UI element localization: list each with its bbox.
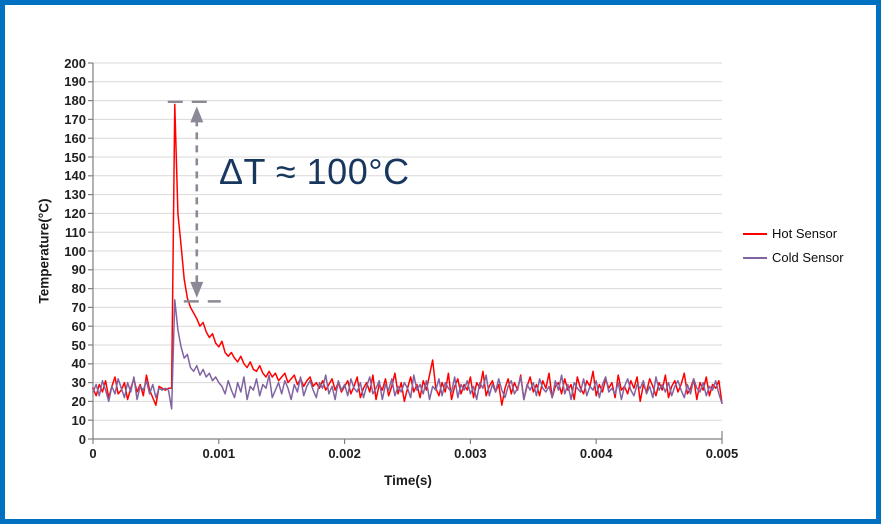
y-tick-label: 80 (71, 281, 86, 297)
x-tick-label: 0.001 (202, 446, 236, 461)
legend-label-cold-sensor: Cold Sensor (772, 250, 844, 265)
legend-item-hot-sensor: Hot Sensor (743, 222, 844, 246)
y-tick-label: 100 (64, 243, 86, 259)
temperature-chart: Temperature(°C) Time(s) ΔT ≈ 100°C Hot S… (5, 5, 881, 529)
y-tick-label: 180 (64, 93, 86, 109)
x-tick-label: 0.004 (579, 446, 613, 461)
y-tick-label: 50 (71, 337, 86, 353)
y-tick-label: 130 (64, 187, 86, 203)
y-tick-label: 200 (64, 55, 86, 71)
y-tick-label: 160 (64, 130, 86, 146)
plot-area (88, 62, 723, 444)
x-tick-label: 0 (89, 446, 97, 461)
legend: Hot Sensor Cold Sensor (743, 222, 844, 270)
x-tick-label: 0.005 (705, 446, 739, 461)
x-axis-title: Time(s) (384, 473, 432, 488)
x-tick-label: 0.003 (454, 446, 487, 461)
y-tick-label: 120 (64, 205, 86, 221)
y-tick-label: 60 (71, 318, 86, 334)
y-tick-label: 70 (71, 299, 86, 315)
hot-sensor-line-swatch (743, 232, 767, 236)
y-tick-label: 90 (71, 262, 86, 278)
x-tick-label: 0.002 (328, 446, 361, 461)
y-tick-label: 20 (71, 393, 86, 409)
y-tick-label: 0 (78, 431, 86, 447)
legend-item-cold-sensor: Cold Sensor (743, 246, 844, 270)
y-tick-label: 150 (64, 149, 86, 165)
y-tick-label: 170 (64, 111, 86, 127)
delta-t-annotation: ΔT ≈ 100°C (219, 151, 410, 192)
legend-label-hot-sensor: Hot Sensor (772, 226, 838, 241)
y-tick-label: 110 (65, 224, 86, 240)
cold-sensor-line-swatch (743, 256, 767, 260)
y-tick-label: 40 (71, 356, 86, 372)
y-tick-label: 190 (64, 74, 86, 90)
y-tick-label: 140 (64, 168, 86, 184)
y-tick-label: 30 (71, 375, 86, 391)
y-tick-label: 10 (71, 412, 86, 428)
